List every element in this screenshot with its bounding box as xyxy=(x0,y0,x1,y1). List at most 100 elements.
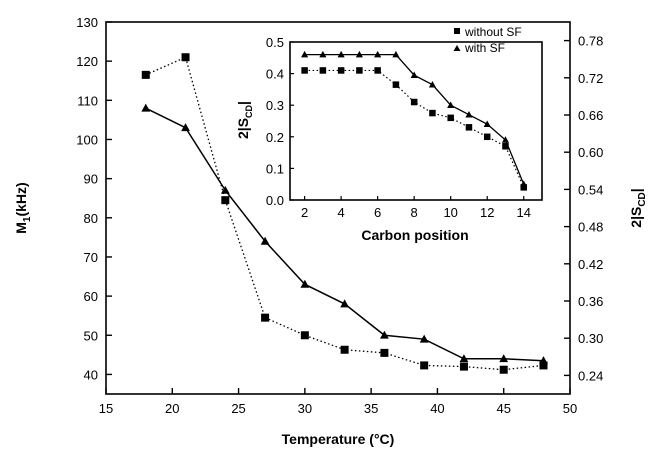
inset-x-tick-label: 4 xyxy=(338,205,345,220)
main-x-tick-label: 45 xyxy=(496,401,510,416)
main-y-ticks: 40 50 60 70 80 90 100 110 120 130 xyxy=(76,15,112,382)
main-series-line-triangle xyxy=(145,107,544,362)
main-y-tick-label: 110 xyxy=(77,93,98,108)
inset-triangle-marker xyxy=(410,71,418,78)
main-y2-label-sub: CD xyxy=(637,192,648,206)
main-y2-tick-label: 0.36 xyxy=(578,294,603,309)
inset-series-line-square xyxy=(304,69,525,188)
main-y-tick-label: 40 xyxy=(84,367,98,382)
inset-square-marker xyxy=(319,67,327,74)
main-y2-tick-label: 0.54 xyxy=(578,182,603,197)
inset-x-ticks: 2 4 6 8 10 12 14 xyxy=(301,196,531,220)
main-series-square xyxy=(141,53,548,374)
main-square-marker xyxy=(261,313,270,322)
main-series-triangle xyxy=(141,103,548,365)
inset-square-marker xyxy=(502,143,509,150)
main-triangle-marker xyxy=(340,299,350,308)
inset-triangle-marker xyxy=(355,50,363,58)
main-square-marker xyxy=(221,196,230,205)
inset-chart: 2 4 6 8 10 12 14 0.0 0.1 0.2 0.3 0.4 0.5 Carbon pos… xyxy=(235,25,543,243)
inset-plot-area xyxy=(289,41,543,201)
main-y-tick-label: 90 xyxy=(84,172,98,187)
main-y2-tick-label: 0.66 xyxy=(578,108,603,123)
main-y2-axis-label: 2|SCD| xyxy=(628,188,648,227)
inset-triangle-marker xyxy=(520,180,528,187)
inset-x-tick-label: 8 xyxy=(411,205,418,220)
main-y-label-main: M xyxy=(13,222,29,234)
main-x-tick-label: 25 xyxy=(231,401,245,416)
main-x-tick-label: 15 xyxy=(99,401,113,416)
inset-square-marker xyxy=(520,184,527,191)
main-series xyxy=(141,53,548,374)
main-y2-label-end: | xyxy=(628,188,644,192)
inset-x-tick-label: 14 xyxy=(517,205,531,220)
main-y2-ticks: 0.24 0.30 0.36 0.42 0.48 0.54 0.60 0.66 0.72 0.78 xyxy=(564,34,603,383)
main-square-marker xyxy=(539,361,548,370)
main-x-axis-label: Temperature (°C) xyxy=(282,431,395,447)
inset-y-tick-label: 0.1 xyxy=(266,161,284,176)
inset-square-marker xyxy=(483,133,491,141)
inset-square-marker xyxy=(465,124,473,131)
inset-series-triangle xyxy=(301,50,528,187)
inset-square-marker xyxy=(410,98,418,106)
inset-triangle-marker xyxy=(428,80,437,88)
main-triangle-marker xyxy=(220,185,230,194)
inset-square-marker xyxy=(337,67,345,74)
inset-triangle-marker xyxy=(483,120,491,127)
main-x-tick-label: 30 xyxy=(298,401,312,416)
main-triangle-marker xyxy=(380,330,389,339)
inset-series xyxy=(301,50,528,191)
inset-triangle-marker xyxy=(501,136,510,143)
inset-x-tick-label: 2 xyxy=(301,205,308,220)
inset-triangle-marker xyxy=(465,110,473,118)
legend-square-marker xyxy=(454,28,460,34)
main-y2-tick-label: 0.72 xyxy=(578,71,603,86)
inset-y-tick-label: 0.3 xyxy=(266,98,284,113)
main-y-label-unit: (kHz) xyxy=(13,182,29,216)
inset-x-axis-label: Carbon position xyxy=(361,227,468,243)
inset-triangle-marker xyxy=(319,50,327,58)
main-triangle-marker xyxy=(300,279,310,288)
main-square-marker xyxy=(380,348,389,357)
main-y-tick-label: 80 xyxy=(84,211,98,226)
main-square-marker xyxy=(141,70,150,79)
main-triangle-marker xyxy=(141,103,151,112)
inset-triangle-marker xyxy=(374,50,382,58)
main-square-marker xyxy=(340,345,349,354)
inset-triangle-marker xyxy=(301,50,309,58)
main-y2-tick-label: 0.48 xyxy=(578,220,603,235)
inset-x-tick-label: 12 xyxy=(480,205,494,220)
main-triangle-marker xyxy=(459,354,469,363)
main-square-marker xyxy=(420,361,429,370)
main-y2-tick-label: 0.60 xyxy=(578,145,603,160)
inset-y-tick-label: 0.2 xyxy=(266,130,284,145)
inset-square-marker xyxy=(301,67,308,74)
main-y-axis-label: M1(kHz) xyxy=(13,182,33,233)
main-square-marker xyxy=(499,365,508,374)
main-y-tick-label: 60 xyxy=(84,289,98,304)
legend-label-without-sf: without SF xyxy=(464,25,522,39)
inset-triangle-marker xyxy=(337,50,345,58)
inset-y-label-sub: CD xyxy=(244,104,254,117)
inset-x-tick-label: 10 xyxy=(443,205,457,220)
main-y-tick-label: 50 xyxy=(84,328,98,343)
main-triangle-marker xyxy=(499,354,509,363)
inset-y-ticks: 0.0 0.1 0.2 0.3 0.4 0.5 xyxy=(266,35,294,208)
inset-square-marker xyxy=(392,81,400,88)
legend-label-with-sf: with SF xyxy=(464,41,505,55)
inset-square-marker xyxy=(447,114,454,122)
main-square-marker xyxy=(459,362,468,371)
main-square-marker xyxy=(181,53,190,62)
inset-x-tick-label: 6 xyxy=(374,205,381,220)
inset-series-square xyxy=(301,67,527,191)
main-x-tick-label: 50 xyxy=(563,401,577,416)
main-y2-tick-label: 0.78 xyxy=(578,34,603,49)
inset-y-axis-label: 2|SCD| xyxy=(235,101,254,139)
main-square-marker xyxy=(300,331,309,340)
inset-square-marker xyxy=(374,67,381,74)
main-x-tick-label: 35 xyxy=(364,401,378,416)
main-y-tick-label: 130 xyxy=(76,15,98,30)
inset-y-label-main: 2|S xyxy=(235,118,251,139)
main-y-label-sub: 1 xyxy=(22,216,33,222)
